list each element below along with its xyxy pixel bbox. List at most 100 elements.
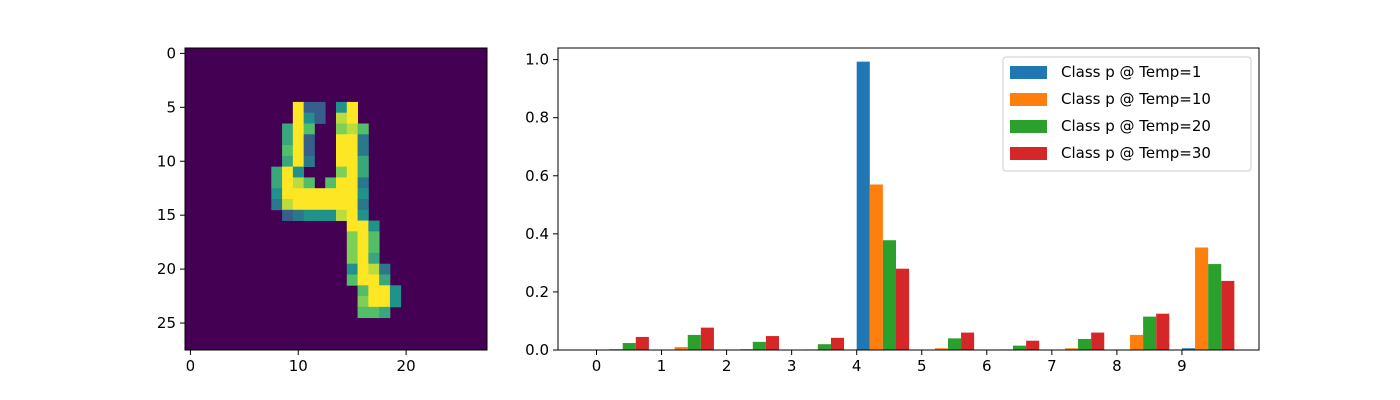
image-y-tick-label: 20 [157,260,176,278]
pixel-22-18 [379,285,391,297]
pixel-14-11 [303,199,315,211]
pixel-8-11 [303,134,315,146]
pixel-14-9 [282,199,294,211]
pixel-9-15 [346,145,358,157]
pixel-14-15 [346,199,358,211]
pixel-11-14 [336,166,348,178]
pixel-18-15 [346,242,358,254]
pixel-6-12 [314,112,326,124]
pixel-17-17 [368,231,380,243]
pixel-23-16 [357,296,369,308]
legend-items: Class p @ Temp=1 Class p @ Temp=10 Class p… [1010,63,1211,162]
legend-swatch [1010,120,1047,133]
bar-temp-series-1-class-1 [674,347,688,350]
bar-x-tick-label: 6 [982,357,992,375]
bar-temp-series-2-class-4 [882,240,896,350]
pixel-10-10 [292,155,305,168]
pixel-13-13 [325,188,337,200]
pixel-12-10 [292,177,305,189]
pixel-10-15 [346,155,358,168]
bar-temp-series-2-class-7 [1078,338,1092,350]
pixel-6-14 [336,112,348,124]
bar-chart-y-ticks: 0.0 0.2 0.4 0.6 0.8 1.0 [525,51,558,359]
pixel-13-8 [271,188,283,200]
pixel-24-18 [379,306,391,319]
bar-temp-series-3-class-2 [765,336,779,350]
pixel-9-9 [282,145,294,157]
pixel-7-9 [282,123,294,135]
pixel-22-16 [357,285,369,297]
image-x-tick-label: 20 [397,357,416,375]
pixel-24-17 [368,306,380,319]
pixel-9-11 [303,145,315,157]
legend-swatch [1010,66,1047,79]
pixel-7-15 [346,123,358,135]
pixel-23-17 [368,296,380,308]
image-y-tick-label: 10 [157,152,176,170]
pixel-22-17 [368,285,380,297]
image-y-tick-label: 5 [166,98,176,116]
image-x-tick-label: 0 [186,357,196,375]
bar-temp-series-2-class-5 [947,338,962,350]
legend-label: Class p @ Temp=20 [1061,117,1211,135]
bar-temp-series-0-class-9 [1181,348,1196,350]
bar-temp-series-1-class-5 [934,348,948,350]
pixel-16-16 [357,220,369,232]
legend-box [1002,56,1252,172]
pixel-12-9 [282,177,294,189]
bar-temp-series-3-class-9 [1221,280,1235,350]
pixel-10-11 [303,155,315,168]
digit-image-frame [184,47,488,351]
pixel-8-9 [282,134,294,146]
pixel-15-14 [336,209,348,221]
pixel-6-15 [346,112,358,124]
pixel-13-16 [357,188,369,200]
pixel-9-10 [292,145,305,157]
bar-x-tick-label: 3 [787,357,797,375]
bar-temp-series-2-class-9 [1208,264,1222,350]
probability-bar-chart: 0 1 2 3 4 5 6 7 8 9 0.0 0.2 0.4 0.6 0.8 1.0 Class p @ … [525,47,1260,375]
pixel-11-10 [292,166,305,178]
bar-temp-series-2-class-1 [687,334,701,350]
pixel-21-16 [357,274,369,286]
pixel-7-16 [357,123,369,135]
pixel-12-15 [346,177,358,189]
pixel-20-17 [368,263,380,275]
pixel-14-13 [325,199,337,211]
pixel-5-10 [292,101,305,114]
legend-swatch [1010,93,1047,106]
pixel-12-16 [357,177,369,189]
bar-x-tick-label: 0 [592,357,602,375]
bar-temp-series-0-class-4 [856,61,870,351]
pixel-15-13 [325,209,337,221]
pixel-23-19 [389,296,402,308]
pixel-14-8 [271,199,283,211]
bar-x-tick-label: 2 [722,357,732,375]
bar-temp-series-2-class-2 [752,341,766,350]
pixel-11-16 [357,166,369,178]
bar-y-tick-label: 0.0 [525,341,549,359]
pixel-11-9 [282,166,294,178]
pixel-8-10 [292,134,305,146]
pixel-18-16 [357,242,369,254]
pixel-19-15 [346,252,358,265]
digit-image-panel: 0 10 20 0 5 10 15 20 25 [157,44,488,375]
pixel-19-16 [357,252,369,265]
pixel-12-14 [336,177,348,189]
bar-temp-series-3-class-6 [1026,340,1040,350]
bar-series [609,61,1235,351]
pixel-14-10 [292,199,305,211]
bar-temp-series-3-class-5 [961,332,975,350]
bar-temp-series-2-class-8 [1143,316,1157,350]
legend-swatch [1010,147,1047,160]
pixel-10-14 [336,155,348,168]
bar-x-tick-label: 8 [1112,357,1122,375]
pixel-21-15 [346,274,358,286]
pixel-15-10 [292,209,305,221]
bar-x-tick-label: 5 [917,357,927,375]
pixel-20-16 [357,263,369,275]
pixel-13-11 [303,188,315,200]
pixel-20-15 [346,263,358,275]
pixel-8-15 [346,134,358,146]
pixel-11-15 [346,166,358,178]
